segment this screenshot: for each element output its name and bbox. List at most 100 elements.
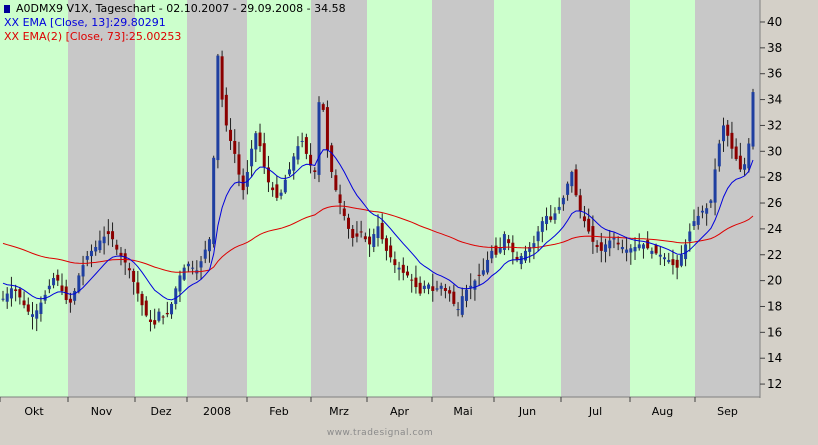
candle-body: [330, 145, 334, 172]
candle-body: [30, 314, 34, 317]
candle-body: [98, 240, 102, 251]
candle-body: [186, 263, 190, 267]
y-tick-label: 20: [767, 274, 782, 288]
candle-body: [722, 125, 726, 142]
candle-body: [136, 282, 140, 294]
candle-body: [52, 278, 56, 286]
candle-body: [300, 140, 304, 142]
candle-body: [5, 293, 9, 302]
candle-body: [561, 197, 565, 205]
candle-body: [663, 257, 667, 260]
candle-body: [9, 288, 13, 299]
candle-body: [292, 156, 296, 171]
candle-body: [355, 233, 359, 237]
candle-body: [684, 244, 688, 260]
y-tick-label: 14: [767, 351, 782, 365]
candle-body: [743, 164, 747, 170]
candle-body: [250, 148, 254, 167]
candle-body: [730, 132, 734, 149]
candle-body: [641, 244, 645, 249]
candle-body: [56, 274, 60, 281]
candle-body: [612, 237, 616, 240]
candle-body: [148, 319, 152, 322]
x-axis-labels: Okt Nov Dez 2008 Feb Mrz Apr Mai Jun Jul Aug Sep: [0, 397, 738, 418]
y-tick-label: 32: [767, 118, 782, 132]
candle-body: [384, 238, 388, 251]
candle-body: [258, 132, 262, 147]
candle-body: [591, 226, 595, 242]
candle-body: [334, 175, 338, 191]
candle-body: [435, 288, 439, 290]
candle-body: [456, 309, 460, 311]
candle-body: [599, 242, 603, 251]
candle-body: [144, 300, 148, 316]
candle-body: [94, 246, 98, 252]
candle-body: [570, 171, 574, 187]
candle-body: [106, 231, 110, 235]
candle-body: [140, 293, 144, 306]
candle-body: [389, 245, 393, 258]
candle-body: [43, 294, 47, 301]
candle-body: [73, 290, 77, 301]
candle-body: [1, 298, 5, 300]
month-band: [432, 0, 494, 397]
candle-body: [486, 259, 490, 273]
candle-body: [515, 256, 519, 260]
candle-body: [347, 217, 351, 229]
candle-body: [532, 243, 536, 248]
candle-body: [502, 234, 506, 250]
candle-body: [153, 320, 157, 325]
candle-body: [414, 277, 418, 288]
legend-main-label: A0DMX9 V1X, Tageschart - 02.10.2007 - 29…: [16, 2, 346, 15]
candle-body: [418, 282, 422, 294]
candle-body: [700, 210, 704, 213]
candle-body: [422, 285, 426, 290]
y-tick-label: 26: [767, 196, 782, 210]
candle-body: [751, 92, 755, 147]
y-tick-label: 24: [767, 222, 782, 236]
x-tick-label: Sep: [717, 405, 738, 418]
series-symbol-icon: [4, 5, 10, 13]
candle-body: [47, 285, 51, 290]
candle-body: [111, 231, 115, 240]
candle-body: [507, 239, 511, 244]
watermark: www.tradesignal.com: [326, 428, 434, 438]
candle-body: [679, 254, 683, 266]
candle-body: [26, 304, 30, 312]
month-band: [68, 0, 135, 397]
candle-body: [738, 155, 742, 170]
candle-body: [667, 259, 671, 263]
candle-body: [528, 246, 532, 252]
candle-body: [372, 234, 376, 248]
y-tick-label: 22: [767, 248, 782, 262]
x-tick-label: Apr: [390, 405, 410, 418]
legend-ema13: XX EMA [Close, 13]:29.80291: [4, 16, 346, 30]
candle-body: [519, 256, 523, 265]
candle-body: [39, 302, 43, 314]
candle-body: [692, 221, 696, 227]
candle-body: [646, 240, 650, 249]
candle-body: [296, 146, 300, 160]
candle-body: [557, 206, 561, 211]
candle-body: [229, 129, 233, 141]
candle-body: [553, 213, 557, 220]
candle-body: [650, 250, 654, 254]
legend: A0DMX9 V1X, Tageschart - 02.10.2007 - 29…: [4, 2, 346, 44]
candle-body: [587, 218, 591, 232]
candle-body: [393, 259, 397, 266]
candle-body: [582, 216, 586, 222]
candle-body: [174, 288, 178, 305]
candle-body: [464, 289, 468, 301]
candle-body: [233, 140, 237, 154]
candle-body: [321, 104, 325, 110]
candle-body: [380, 222, 384, 240]
candle-body: [658, 254, 662, 257]
candle-body: [123, 253, 127, 263]
candle-body: [439, 285, 443, 289]
candle-body: [359, 231, 363, 233]
candle-body: [77, 275, 81, 292]
x-tick-label: Okt: [24, 405, 44, 418]
y-tick-label: 40: [767, 15, 782, 29]
candle-body: [309, 154, 313, 166]
